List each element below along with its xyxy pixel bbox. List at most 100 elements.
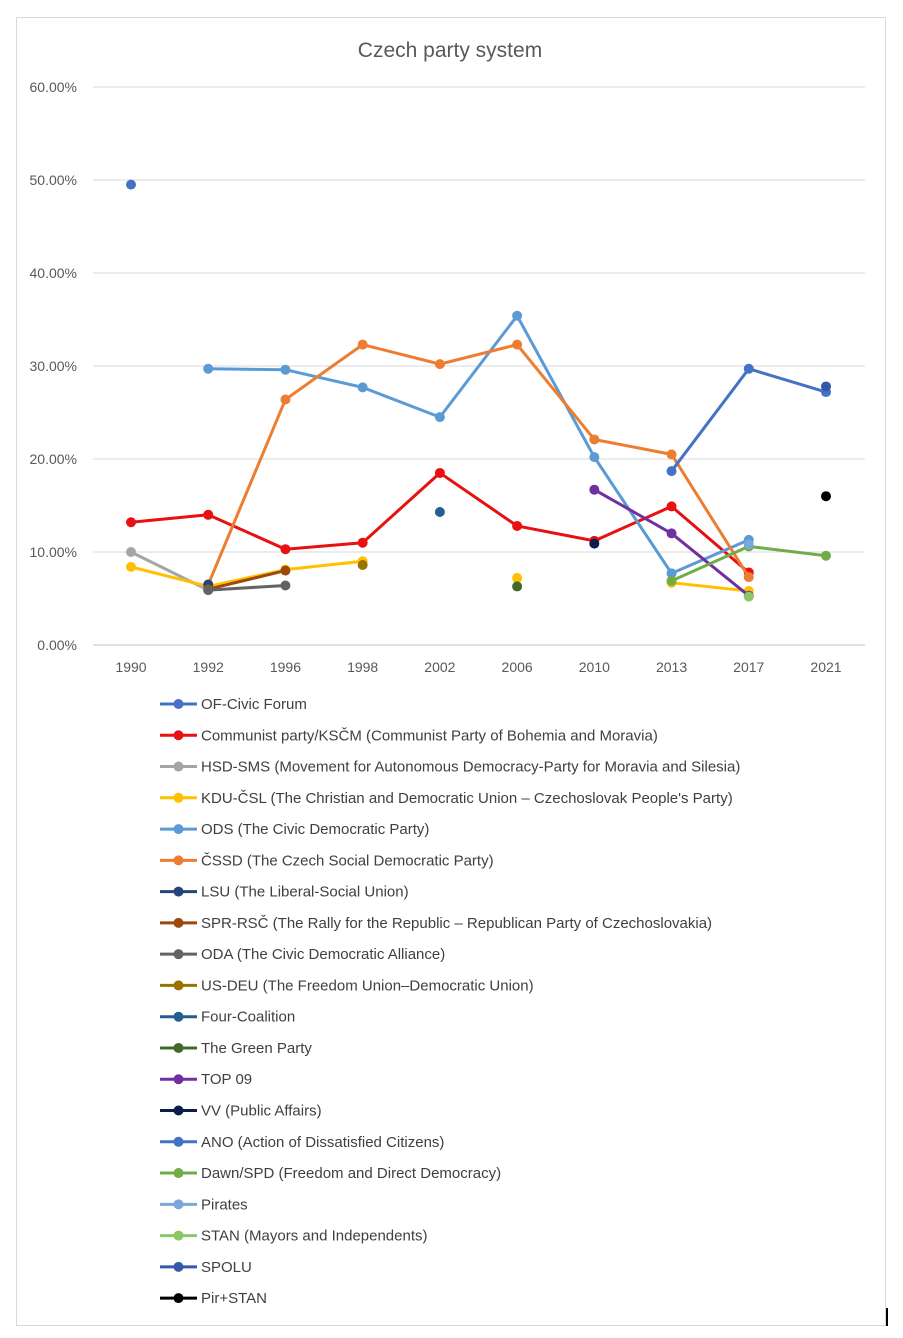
legend-label: KDU-ČSL (The Christian and Democratic Un… [201,790,733,807]
legend-label: ODA (The Civic Democratic Alliance) [201,946,445,963]
data-point [434,412,445,423]
legend-label: US-DEU (The Freedom Union–Democratic Uni… [201,977,534,994]
series-line [670,367,828,473]
series [126,179,136,190]
data-point [666,501,677,512]
series [203,310,754,579]
series [512,581,523,592]
data-point [357,560,368,571]
legend-marker [173,1168,184,1179]
legend-marker [173,730,184,741]
legend-label: LSU (The Liberal-Social Union) [201,884,409,901]
legend-marker [173,824,184,835]
legend-marker [173,1042,184,1053]
x-tick-label: 2010 [579,659,610,675]
legend-entry: STAN (Mayors and Independents) [160,1228,428,1245]
legend-entry: VV (Public Affairs) [160,1103,322,1120]
data-point [666,528,677,539]
legend-marker [173,1011,184,1022]
x-tick-label: 2021 [810,659,841,675]
legend-marker [173,855,184,866]
data-point [203,509,214,520]
legend-entry: KDU-ČSL (The Christian and Democratic Un… [160,790,733,807]
data-point [434,507,445,518]
series [589,538,600,549]
series-line [129,559,365,588]
legend-label: VV (Public Affairs) [201,1103,322,1120]
legend-marker [173,761,184,772]
data-point [280,580,291,591]
chart-title: Czech party system [358,39,542,62]
y-tick-label: 30.00% [30,358,77,374]
series-line [206,583,287,592]
data-point [280,544,291,555]
x-tick-label: 2017 [733,659,764,675]
legend-entry: OF-Civic Forum [160,696,307,713]
series [203,580,291,596]
data-point [126,561,136,572]
data-point [280,565,291,576]
data-point [512,581,523,592]
x-tick-label: 2013 [656,659,687,675]
legend-marker [173,1230,184,1241]
legend-marker [173,1261,184,1272]
data-point [357,339,368,350]
series [821,491,831,502]
legend-label: Dawn/SPD (Freedom and Direct Democracy) [201,1165,501,1182]
data-point [512,573,523,584]
x-tick-label: 1996 [270,659,301,675]
legend-label: ČSSD (The Czech Social Democratic Party) [201,852,494,869]
series [434,507,445,518]
series-line [670,581,751,593]
data-point [280,394,291,405]
y-tick-label: 20.00% [30,451,77,467]
legend-marker [173,917,184,928]
data-point [821,550,831,561]
x-tick-label: 1990 [115,659,146,675]
series-line [129,471,751,574]
legend-entry: SPR-RSČ (The Rally for the Republic – Re… [160,915,712,932]
series-line [206,343,751,587]
x-tick-label: 2006 [502,659,533,675]
x-tick-label: 1992 [193,659,224,675]
data-point [743,572,754,583]
legend-marker [173,1105,184,1116]
legend-entry: Four-Coalition [160,1009,295,1026]
legend-marker [173,980,184,991]
data-point [589,538,600,549]
data-point [512,310,523,321]
legend-entry: Dawn/SPD (Freedom and Direct Democracy) [160,1165,501,1182]
legend-marker [173,1136,184,1147]
data-point [126,517,136,528]
legend-entry: LSU (The Liberal-Social Union) [160,884,409,901]
series [743,539,754,550]
data-point [743,539,754,550]
legend-entry: ODS (The Civic Democratic Party) [160,821,429,838]
data-point [434,467,445,478]
text-cursor-mark [886,1308,888,1326]
legend-marker [173,1293,184,1304]
data-point [357,382,368,393]
data-point [589,484,600,495]
legend-marker [173,699,184,709]
y-tick-label: 0.00% [37,637,77,653]
data-point [512,339,523,350]
legend-label: ODS (The Civic Democratic Party) [201,821,429,838]
legend-entry: HSD-SMS (Movement for Autonomous Democra… [160,759,740,776]
legend-label: HSD-SMS (Movement for Autonomous Democra… [201,759,740,776]
data-point [666,568,677,579]
data-point [743,363,754,374]
legend-label: Four-Coalition [201,1009,295,1026]
legend-label: SPOLU [201,1259,252,1276]
legend-label: Communist party/KSČM (Communist Party of… [201,727,658,744]
data-point [666,466,677,477]
legend-marker [173,886,184,897]
y-tick-label: 50.00% [30,172,77,188]
series [126,467,754,578]
legend-label: The Green Party [201,1040,312,1057]
x-tick-label: 2002 [424,659,455,675]
data-point [280,364,291,375]
series-line [206,314,751,575]
series [589,484,754,601]
